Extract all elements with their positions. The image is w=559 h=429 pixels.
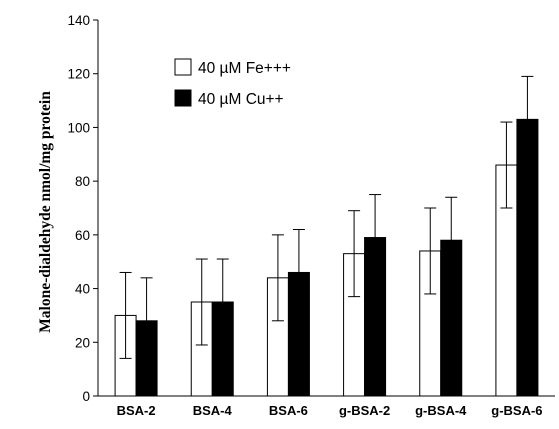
- bars: [114, 75, 539, 397]
- y-tick-label: 40: [75, 282, 90, 297]
- y-tick-label: 60: [75, 228, 90, 243]
- x-tick-label: g-BSA-2: [339, 403, 390, 418]
- x-tick-label: g-BSA-6: [491, 403, 542, 418]
- y-tick-label: 80: [75, 174, 90, 189]
- legend-swatch-cu: [174, 89, 192, 107]
- y-tick-label: 140: [67, 13, 90, 28]
- x-tick-label: BSA-2: [117, 403, 156, 418]
- x-tick-label: BSA-6: [269, 403, 308, 418]
- x-tick-label: BSA-4: [193, 403, 233, 418]
- legend: 40 µM Fe+++ 40 µM Cu++: [174, 58, 291, 108]
- legend-label-cu: 40 µM Cu++: [198, 91, 284, 108]
- y-tick-label: 100: [67, 120, 90, 135]
- y-tick-label: 20: [75, 335, 90, 350]
- x-tick-label: g-BSA-4: [415, 403, 467, 418]
- y-axis-label: Malone-dialdehyde nmol/mg protein: [37, 91, 54, 333]
- legend-label-fe: 40 µM Fe+++: [198, 60, 291, 77]
- y-tick-label: 0: [82, 389, 90, 404]
- y-tick-label: 120: [67, 67, 90, 82]
- axes: 0 20 40 60 80 100 120 140 BSA-2 BSA-4 BSA-6 g-BSA-2…: [67, 13, 555, 418]
- legend-swatch-fe: [174, 58, 192, 76]
